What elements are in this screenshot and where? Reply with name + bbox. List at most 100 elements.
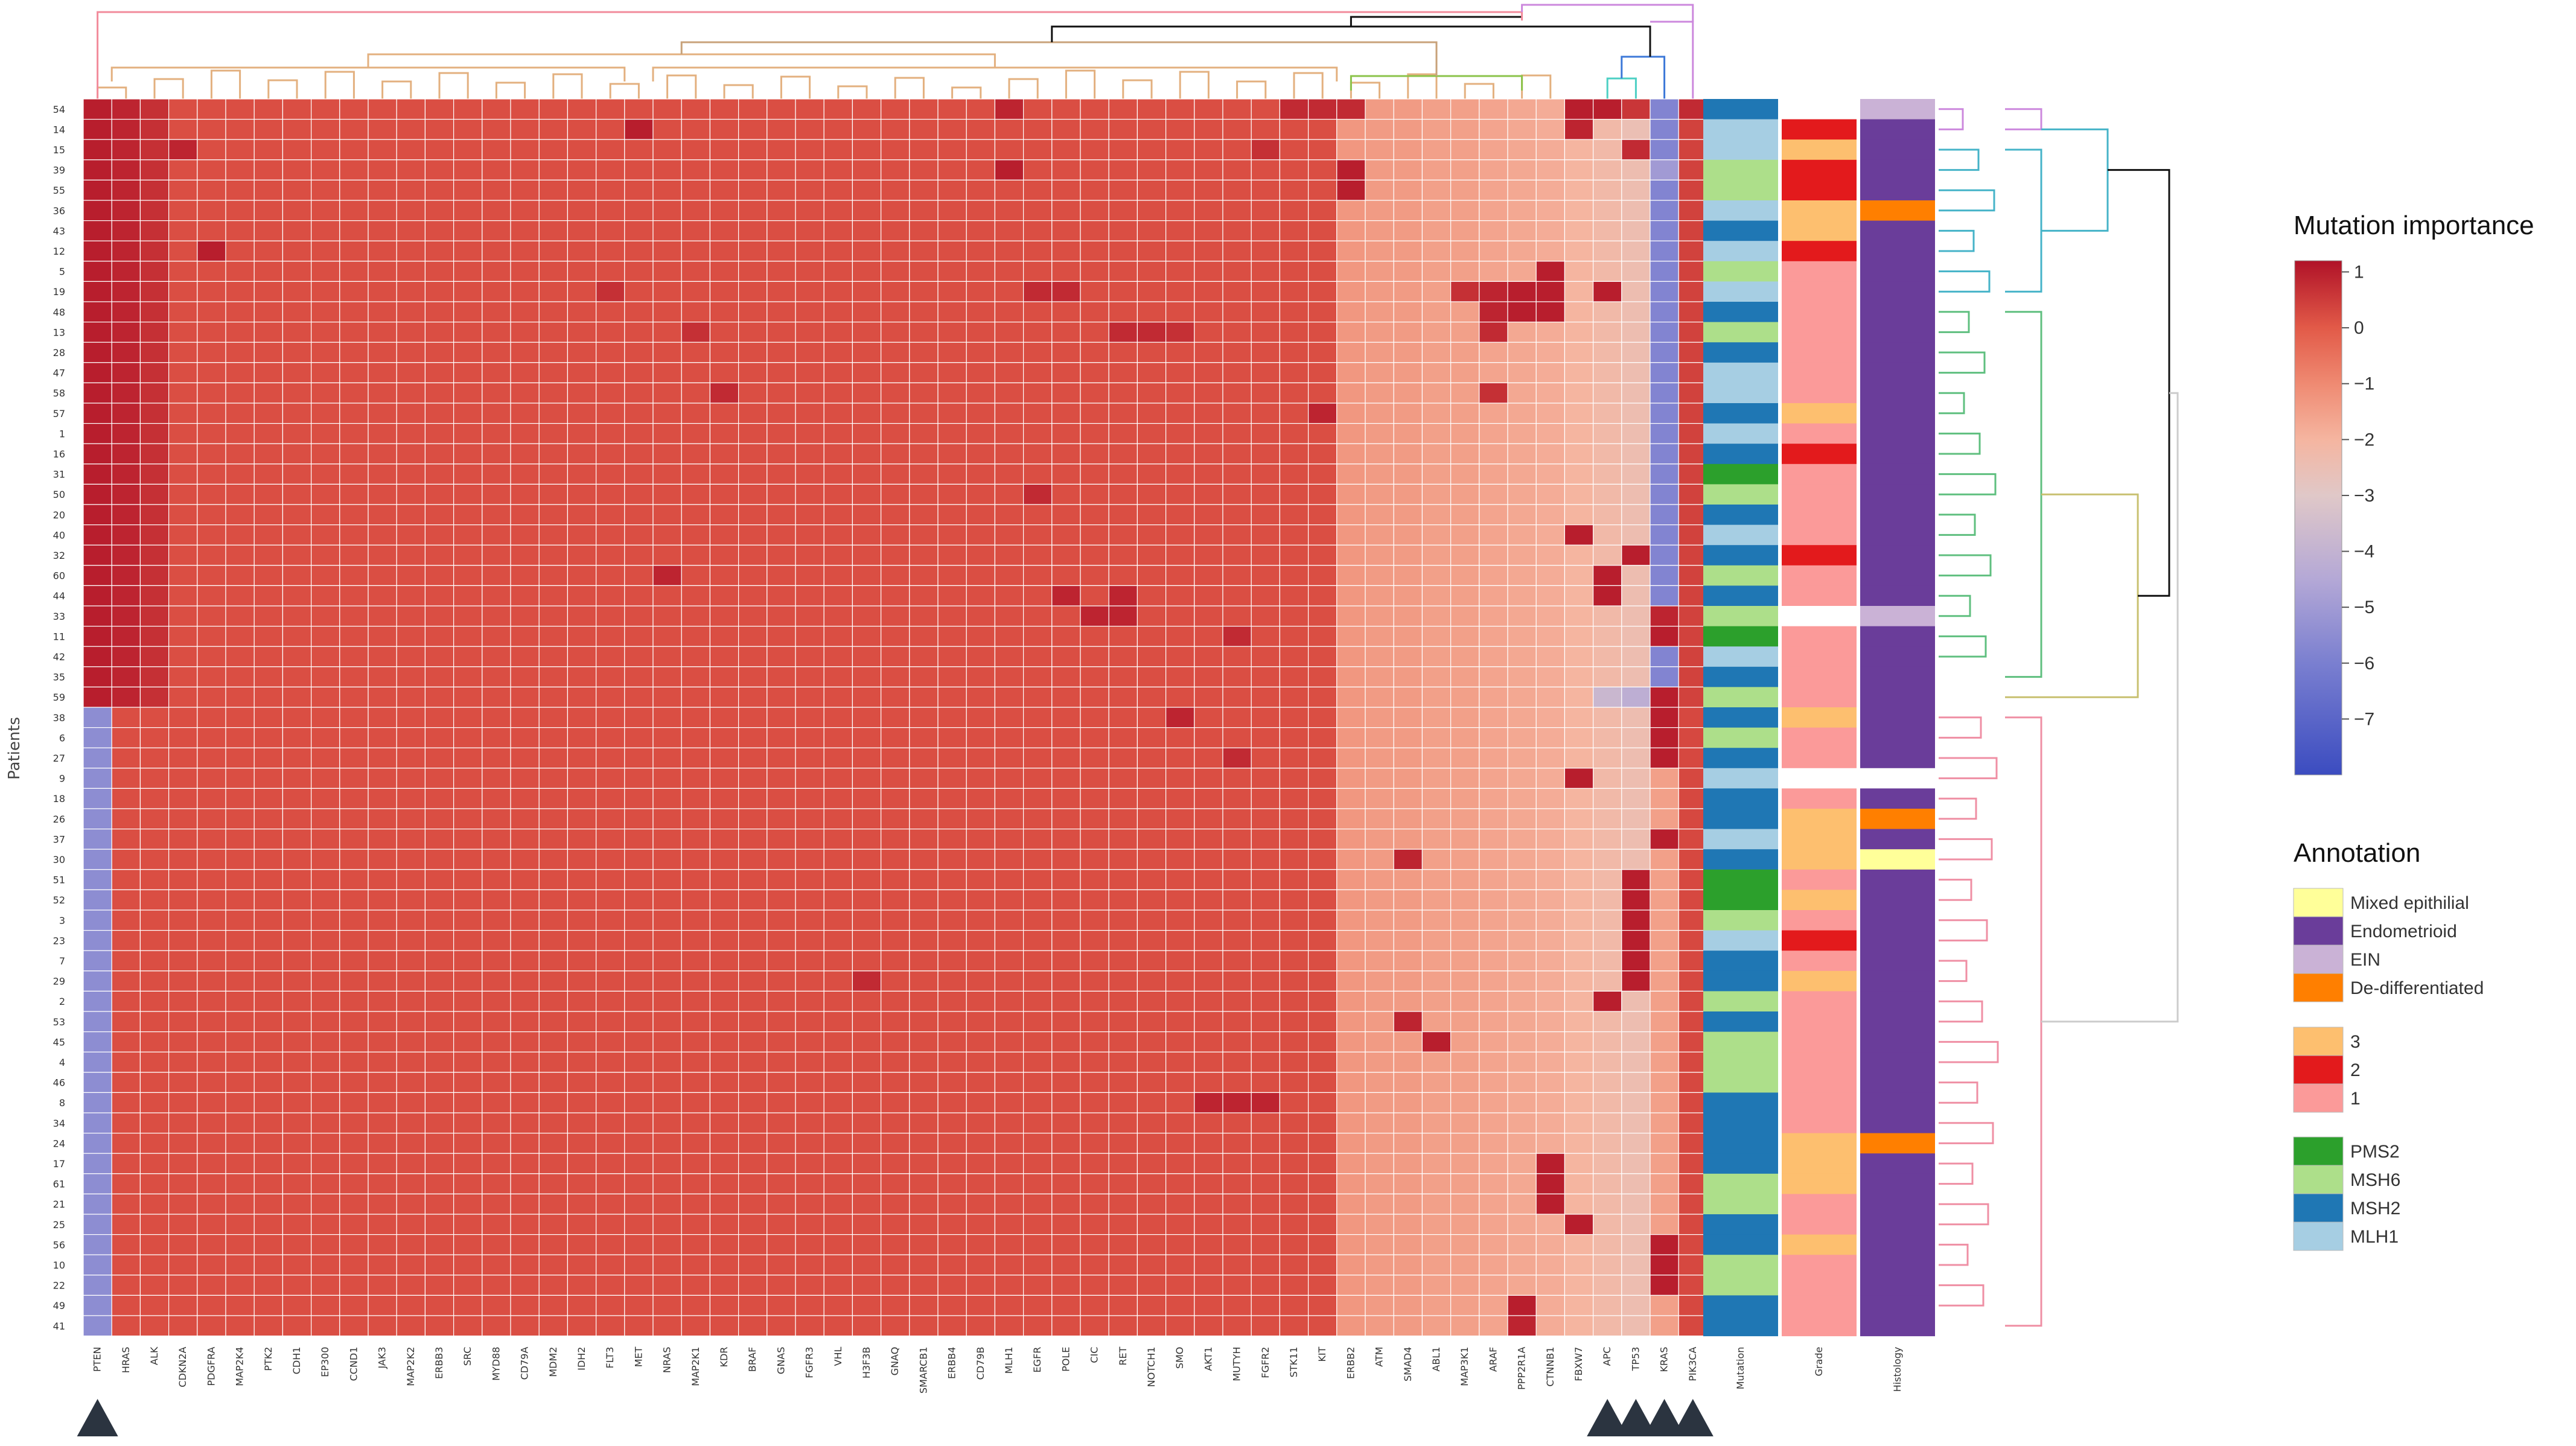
heatmap-cell (1421, 1214, 1452, 1235)
heatmap-cell (795, 544, 824, 566)
heatmap-cell (396, 585, 426, 607)
heatmap-cell (310, 1275, 340, 1296)
heatmap-cell (1051, 463, 1081, 485)
heatmap-cell (767, 727, 796, 748)
heatmap-cell (197, 1315, 226, 1337)
heatmap-cell (880, 342, 910, 363)
heatmap-cell (652, 1031, 682, 1053)
heatmap-cell (795, 889, 824, 911)
heatmap-cell (1308, 1214, 1337, 1235)
patient-tick-label: 28 (53, 347, 65, 358)
heatmap-cell (880, 1275, 910, 1296)
heatmap-cell (1393, 747, 1423, 769)
heatmap-cell (994, 686, 1024, 708)
heatmap-cell (1621, 727, 1651, 748)
heatmap-cell (253, 808, 284, 830)
heatmap-cell (966, 200, 995, 221)
heatmap-cell (1222, 220, 1252, 241)
heatmap-cell (1080, 686, 1109, 708)
heatmap-cell (111, 179, 141, 201)
heatmap-cell (1564, 200, 1594, 221)
gene-tick-label: MAP2K1 (690, 1347, 701, 1386)
heatmap-cell (738, 666, 768, 688)
heatmap-cell (652, 159, 682, 180)
heatmap-cell (1137, 504, 1167, 526)
gene-tick-label: APC (1601, 1347, 1613, 1366)
heatmap-cell (624, 1011, 654, 1033)
heatmap-cell (1479, 159, 1508, 180)
heatmap-cell (111, 828, 141, 850)
heatmap-cell (852, 990, 882, 1012)
heatmap-cell (852, 1031, 882, 1053)
heatmap-cell (1678, 220, 1707, 241)
heatmap-cell (253, 1295, 284, 1316)
heatmap-cell (453, 200, 483, 221)
heatmap-cell (994, 261, 1024, 282)
heatmap-cell (1222, 686, 1252, 708)
heatmap-cell (1450, 179, 1480, 201)
heatmap-cell (595, 605, 625, 627)
heatmap-cell (823, 1051, 853, 1073)
heatmap-cell (909, 828, 939, 850)
heatmap-cell (139, 1234, 170, 1255)
heatmap-cell (709, 200, 739, 221)
heatmap-cell (1308, 646, 1337, 667)
heatmap-cell (282, 301, 312, 323)
grade-annotation-cell (1782, 970, 1857, 992)
heatmap-cell (966, 1214, 995, 1235)
heatmap-cell (1194, 362, 1223, 383)
heatmap-cell (1022, 220, 1053, 241)
heatmap-cell (966, 240, 995, 262)
heatmap-cell (1593, 565, 1622, 586)
heatmap-cell (1222, 281, 1252, 302)
heatmap-cell (567, 1132, 597, 1154)
grade-annotation-cell (1782, 220, 1857, 241)
heatmap-cell (852, 504, 882, 526)
heatmap-cell (624, 1092, 654, 1113)
heatmap-cell (1393, 362, 1423, 383)
heatmap-cell (994, 422, 1024, 444)
heatmap-cell (1222, 1132, 1252, 1154)
heatmap-cell (709, 179, 739, 201)
patient-tick-label: 47 (53, 368, 65, 379)
heatmap-cell (1165, 443, 1195, 465)
heatmap-cell (83, 321, 112, 343)
heatmap-cell (767, 1072, 796, 1094)
mutation-legend-swatch (2293, 1193, 2344, 1223)
heatmap-cell (767, 463, 796, 485)
heatmap-cell (738, 342, 768, 363)
heatmap-cell (1137, 605, 1167, 627)
heatmap-cell (823, 869, 853, 891)
heatmap-cell (795, 200, 824, 221)
colorbar-tick-label: −1 (2354, 374, 2374, 394)
heatmap-cell (396, 1011, 426, 1033)
heatmap-cell (396, 403, 426, 424)
heatmap-cell (310, 686, 340, 708)
heatmap-cell (453, 301, 483, 323)
heatmap-cell (1507, 565, 1537, 586)
heatmap-cell (1593, 849, 1622, 870)
mutation-annotation-cell (1703, 809, 1778, 830)
heatmap-cell (795, 504, 824, 526)
heatmap-cell (909, 727, 939, 748)
heatmap-cell (1080, 990, 1109, 1012)
heatmap-cell (1222, 889, 1252, 911)
heatmap-cell (1535, 261, 1565, 282)
heatmap-cell (1450, 240, 1480, 262)
heatmap-cell (909, 403, 939, 424)
heatmap-cell (1222, 990, 1252, 1012)
heatmap-cell (1393, 909, 1423, 931)
heatmap-cell (368, 504, 397, 526)
heatmap-cell (994, 1031, 1024, 1053)
heatmap-cell (482, 768, 511, 789)
heatmap-cell (310, 342, 340, 363)
heatmap-cell (453, 1072, 483, 1094)
heatmap-cell (1222, 808, 1252, 830)
heatmap-cell (168, 403, 198, 424)
heatmap-cell (767, 119, 796, 140)
heatmap-cell (652, 422, 682, 444)
heatmap-cell (339, 403, 369, 424)
heatmap-cell (795, 828, 824, 850)
heatmap-cell (253, 1072, 284, 1094)
heatmap-cell (681, 605, 710, 627)
